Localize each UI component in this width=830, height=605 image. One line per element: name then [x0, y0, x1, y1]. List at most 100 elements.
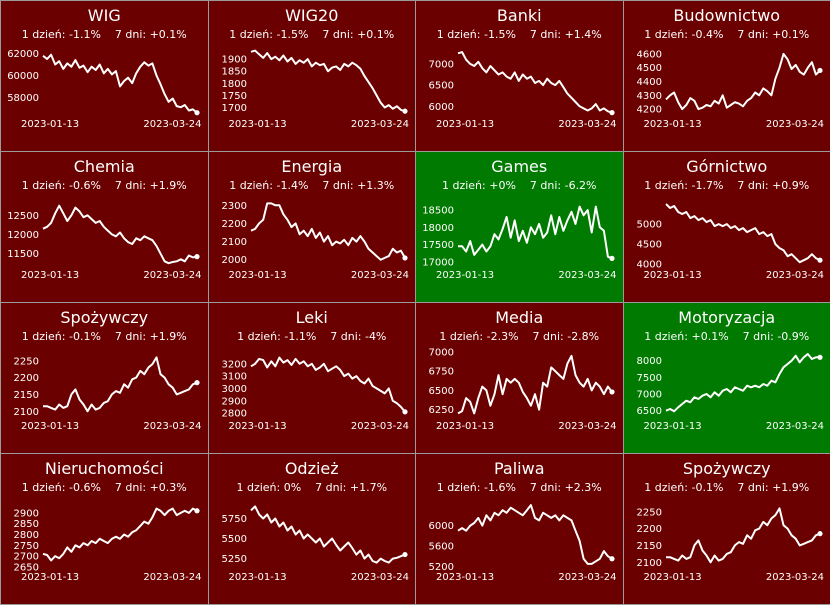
- y-tick-label: 1850: [221, 67, 246, 78]
- y-tick-label: 5500: [221, 534, 246, 545]
- y-tick-label: 5750: [221, 514, 246, 525]
- y-tick-label: 7000: [429, 348, 454, 359]
- last-value-marker: [194, 254, 199, 259]
- last-value-marker: [817, 531, 822, 536]
- price-series-line: [458, 356, 612, 414]
- chart-title: Banki: [416, 7, 623, 25]
- chart-title: Paliwa: [416, 460, 623, 478]
- price-series-line: [458, 52, 612, 113]
- change-stats: 1 dzień: +0% 7 dni: -6.2%: [416, 179, 623, 192]
- y-tick-label: 1750: [221, 91, 246, 102]
- y-tick-label: 8000: [636, 356, 661, 367]
- y-tick-label: 3000: [221, 384, 246, 395]
- price-series-line: [666, 54, 820, 109]
- price-series-line: [666, 354, 820, 411]
- last-value-marker: [402, 255, 407, 260]
- y-tick-label: 1700: [221, 103, 246, 114]
- y-tick-label: 5000: [636, 220, 661, 231]
- y-tick-label: 5250: [221, 554, 246, 565]
- y-tick-label: 4500: [636, 240, 661, 251]
- y-tick-label: 6250: [429, 405, 454, 416]
- y-tick-label: 2700: [14, 552, 39, 563]
- last-value-marker: [609, 556, 614, 561]
- x-tick-end: 2023-03-24: [558, 572, 616, 583]
- x-tick-start: 2023-01-13: [21, 572, 79, 583]
- chart-panel: 5750 5500 5250 Odzież 1 dzień: 0% 7 dni: +1.…: [208, 453, 417, 605]
- chart-title: Odzież: [209, 460, 416, 478]
- change-stats: 1 dzień: -0.1% 7 dni: +1.9%: [624, 481, 830, 494]
- last-value-marker: [817, 258, 822, 263]
- x-tick-end: 2023-03-24: [351, 270, 409, 281]
- y-tick-label: 18500: [422, 206, 454, 217]
- chart-title: Nieruchomości: [1, 460, 208, 478]
- y-tick-label: 5600: [429, 542, 454, 553]
- y-tick-label: 2200: [221, 219, 246, 230]
- y-tick-label: 4400: [636, 77, 661, 88]
- y-tick-label: 11500: [7, 249, 39, 260]
- price-series-line: [458, 505, 612, 564]
- x-tick-end: 2023-03-24: [558, 270, 616, 281]
- y-tick-label: 2250: [636, 507, 661, 518]
- y-tick-label: 4600: [636, 49, 661, 60]
- x-tick-end: 2023-03-24: [766, 421, 824, 432]
- change-stats: 1 dzień: -1.1% 7 dni: +0.1%: [1, 28, 208, 41]
- x-tick-start: 2023-01-13: [229, 572, 287, 583]
- y-tick-label: 2150: [636, 541, 661, 552]
- y-tick-label: 17000: [422, 257, 454, 268]
- price-series-line: [43, 206, 197, 264]
- x-tick-start: 2023-01-13: [21, 421, 79, 432]
- price-series-line: [458, 207, 612, 259]
- y-tick-label: 2800: [14, 530, 39, 541]
- change-stats: 1 dzień: -1.4% 7 dni: +1.3%: [209, 179, 416, 192]
- y-tick-label: 58000: [7, 93, 39, 104]
- y-tick-label: 6500: [429, 81, 454, 92]
- chart-panel: 2300 2200 2100 2000 Energia 1 dzień: -1.4% 7 …: [208, 151, 417, 303]
- price-series-line: [43, 357, 197, 411]
- y-tick-label: 7000: [636, 390, 661, 401]
- y-tick-label: 4500: [636, 63, 661, 74]
- x-tick-start: 2023-01-13: [436, 572, 494, 583]
- last-value-marker: [194, 110, 199, 115]
- last-value-marker: [609, 256, 614, 261]
- chart-title: Górnictwo: [624, 158, 830, 176]
- change-stats: 1 dzień: -1.1% 7 dni: -4%: [209, 330, 416, 343]
- last-value-marker: [402, 409, 407, 414]
- change-stats: 1 dzień: -0.6% 7 dni: +0.3%: [1, 481, 208, 494]
- price-series-line: [43, 55, 197, 113]
- price-series-line: [251, 358, 405, 412]
- x-tick-end: 2023-03-24: [351, 421, 409, 432]
- y-tick-label: 2000: [221, 255, 246, 266]
- price-series-line: [43, 509, 197, 561]
- y-tick-label: 4300: [636, 91, 661, 102]
- x-tick-start: 2023-01-13: [644, 119, 702, 130]
- x-tick-start: 2023-01-13: [229, 270, 287, 281]
- change-stats: 1 dzień: -1.6% 7 dni: +2.3%: [416, 481, 623, 494]
- chart-title: Media: [416, 309, 623, 327]
- y-tick-label: 2100: [221, 237, 246, 248]
- chart-title: Energia: [209, 158, 416, 176]
- price-series-line: [251, 51, 405, 112]
- y-tick-label: 3200: [221, 359, 246, 370]
- x-tick-end: 2023-03-24: [351, 119, 409, 130]
- price-series-line: [666, 204, 820, 262]
- x-tick-end: 2023-03-24: [766, 270, 824, 281]
- chart-title: Motoryzacja: [624, 309, 830, 327]
- y-tick-label: 62000: [7, 49, 39, 60]
- x-tick-start: 2023-01-13: [436, 119, 494, 130]
- x-tick-start: 2023-01-13: [436, 270, 494, 281]
- y-tick-label: 6000: [429, 102, 454, 113]
- x-tick-start: 2023-01-13: [644, 270, 702, 281]
- y-tick-label: 7500: [636, 373, 661, 384]
- y-tick-label: 2300: [221, 201, 246, 212]
- change-stats: 1 dzień: 0% 7 dni: +1.7%: [209, 481, 416, 494]
- x-tick-end: 2023-03-24: [766, 119, 824, 130]
